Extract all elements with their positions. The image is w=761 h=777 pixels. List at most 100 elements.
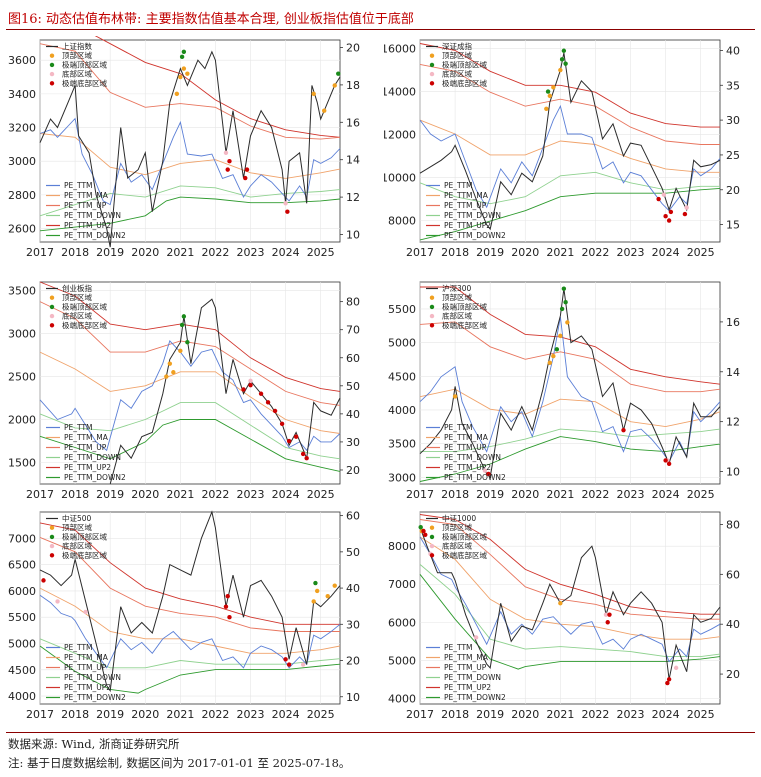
right-tick-label: 10	[346, 691, 360, 704]
left-tick-label: 5000	[388, 337, 416, 350]
legend-bottom-label: PE_TTM_MA	[444, 191, 489, 200]
extreme-bottom-point	[223, 604, 229, 609]
extreme-bottom-point	[666, 218, 672, 223]
x-tick-label: 2021	[546, 488, 574, 501]
x-tick-label: 2022	[201, 246, 229, 259]
x-tick-label: 2023	[617, 708, 645, 721]
legend-bottom-label: PE_TTM_UP2	[64, 463, 111, 472]
x-tick-label: 2021	[546, 708, 574, 721]
right-tick-label: 30	[726, 114, 740, 127]
series-index-price	[109, 298, 341, 485]
legend-bottom-label: PE_TTM_DOWN2	[64, 693, 126, 702]
series-pe-ttm	[39, 117, 341, 206]
left-tick-label: 6500	[8, 559, 36, 572]
legend-bottom-label: PE_TTM_UP	[64, 663, 107, 672]
chart-panel-csi300: 2017 2018 2019 2020 2021 2022 2023 2024 2025 3000…	[384, 278, 754, 506]
right-tick-label: 14	[726, 366, 740, 379]
x-tick-label: 2021	[166, 488, 194, 501]
left-tick-label: 3500	[388, 438, 416, 451]
legend-top-label: 极端底部区域	[442, 550, 487, 560]
chart-panel-csi1000: 2017 2018 2019 2020 2021 2022 2023 2024 2025 4000…	[384, 508, 754, 726]
data-source: 数据来源: Wind, 浙商证券研究所	[8, 737, 180, 751]
bottom-zone-point	[283, 201, 288, 206]
left-tick-label: 4500	[8, 664, 36, 677]
legend-top-label: 极端顶部区域	[442, 531, 487, 541]
series-index-price	[419, 52, 721, 231]
footer-divider	[6, 732, 755, 733]
extreme-top-point	[563, 61, 568, 66]
legend-swatch-dot	[49, 543, 55, 549]
legend-top-label: 顶部区域	[62, 50, 92, 60]
series-index-price	[419, 288, 721, 479]
footnote: 注: 基于日度数据绘制, 数据区间为 2017-01-01 至 2025-07-…	[8, 756, 351, 770]
chart-panel-szse: 2017 2018 2019 2020 2021 2022 2023 2024 2025 8000…	[384, 36, 754, 264]
top-zone-point	[167, 361, 173, 366]
x-tick-label: 2018	[441, 708, 469, 721]
extreme-top-point	[181, 314, 187, 319]
legend-bottom-label: PE_TTM_UP	[444, 201, 487, 210]
chart-svg-csi300: 2017 2018 2019 2020 2021 2022 2023 2024 2025 3000…	[388, 281, 740, 501]
left-tick-label: 6000	[8, 585, 36, 598]
right-tick-label: 40	[726, 618, 740, 631]
x-tick-label: 2025	[687, 246, 715, 259]
legend-bottom-label: PE_TTM_DOWN	[64, 673, 121, 682]
left-tick-label: 10000	[384, 172, 416, 185]
extreme-bottom-point	[244, 167, 250, 172]
legend-top-label: 顶部区域	[442, 50, 472, 60]
series-pe-ttm-up	[39, 43, 341, 140]
left-tick-label: 3500	[8, 285, 36, 298]
left-tick-label: 3600	[8, 54, 36, 67]
left-tick-label: 5500	[388, 303, 416, 316]
right-tick-label: 50	[346, 546, 360, 559]
x-tick-label: 2017	[26, 246, 54, 259]
extreme-bottom-point	[41, 578, 46, 583]
extreme-bottom-point	[607, 612, 612, 617]
right-tick-label: 20	[726, 184, 740, 197]
x-tick-label: 2018	[61, 488, 89, 501]
top-zone-point	[547, 360, 553, 365]
right-tick-label: 14	[346, 154, 360, 167]
extreme-bottom-point	[279, 421, 285, 427]
legend-bottom-label: PE_TTM	[444, 181, 473, 190]
x-tick-label: 2020	[511, 246, 539, 259]
legend-bottom-label: PE_TTM_UP	[444, 663, 487, 672]
left-tick-label: 8000	[388, 540, 416, 553]
right-tick-label: 10	[346, 229, 360, 242]
right-tick-label: 10	[726, 466, 740, 479]
x-tick-label: 2019	[476, 246, 504, 259]
right-tick-label: 18	[346, 79, 360, 92]
bottom-zone-point	[300, 662, 306, 667]
legend-top-label: 顶部区域	[62, 292, 92, 302]
legend-bottom-label: PE_TTM_DOWN	[444, 673, 501, 682]
top-zone-point	[325, 593, 330, 599]
legend-swatch-dot	[429, 81, 435, 86]
x-tick-label: 2022	[581, 488, 609, 501]
legend-swatch-dot	[429, 304, 435, 310]
right-tick-label: 16	[346, 116, 360, 129]
left-tick-label: 5000	[8, 638, 36, 651]
left-tick-label: 2600	[8, 223, 36, 236]
bottom-zone-point	[83, 609, 88, 615]
x-tick-label: 2024	[652, 246, 680, 259]
legend-bottom-label: PE_TTM_UP	[64, 443, 107, 452]
legend-top-label: 极端顶部区域	[442, 301, 487, 311]
extreme-bottom-point	[272, 408, 278, 414]
chart-svg-sse: 2017 2018 2019 2020 2021 2022 2023 2024 20252600…	[8, 36, 360, 259]
x-tick-label: 2023	[237, 708, 265, 721]
bottom-zone-point	[473, 635, 479, 640]
legend-top-label: 极端顶部区域	[442, 59, 487, 69]
x-tick-label: 2024	[652, 488, 680, 501]
top-zone-point	[171, 370, 176, 375]
bottom-zone-point	[673, 665, 679, 671]
series-pe-ttm-ma	[39, 351, 341, 434]
series-pe-ttm-up2	[419, 514, 720, 615]
bottom-zone-point	[603, 612, 609, 617]
legend-swatch-dot	[429, 534, 435, 540]
legend-top-label: 中证500	[62, 513, 92, 523]
extreme-bottom-point	[258, 391, 264, 396]
series-pe-ttm	[39, 594, 341, 669]
x-tick-label: 2022	[581, 246, 609, 259]
right-tick-label: 25	[726, 149, 740, 162]
legend-bottom-label: PE_TTM_UP2	[444, 463, 491, 472]
legend-bottom-label: PE_TTM_DOWN2	[64, 231, 126, 240]
